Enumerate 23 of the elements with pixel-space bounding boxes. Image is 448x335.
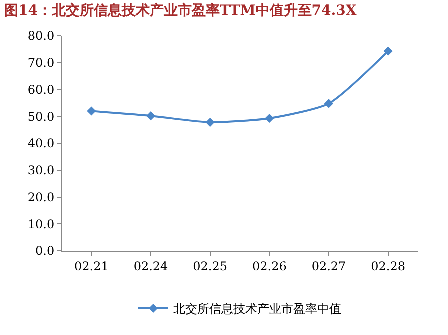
point bbox=[146, 112, 156, 121]
point bbox=[87, 106, 96, 116]
x-tick-label: 02.21 bbox=[74, 259, 109, 274]
point bbox=[206, 118, 215, 128]
y-tick-label: 70.0 bbox=[28, 56, 55, 70]
y-tick-label: 0.0 bbox=[36, 244, 55, 258]
y-tick-label: 60.0 bbox=[28, 82, 55, 97]
x-tick-label: 02.24 bbox=[134, 259, 169, 274]
y-tick-label: 30.0 bbox=[28, 164, 55, 178]
y-tick-label: 10.0 bbox=[28, 217, 55, 232]
x-tick-label: 02.26 bbox=[252, 259, 287, 274]
legend-label: 北交所信息技术产业市盈率中值 bbox=[174, 302, 342, 316]
point bbox=[265, 114, 274, 124]
y-tick-label: 20.0 bbox=[28, 190, 55, 204]
y-tick-label: 50.0 bbox=[28, 110, 55, 124]
x-tick-label: 02.25 bbox=[193, 259, 228, 274]
x-tick-label: 02.27 bbox=[312, 259, 346, 274]
x-tick-label: 02.28 bbox=[371, 259, 406, 274]
point bbox=[324, 99, 334, 108]
y-tick-label: 80.0 bbox=[28, 29, 55, 44]
point bbox=[384, 46, 393, 56]
chart-title: 图14：北交所信息技术产业市盈率TTM中值升至74.3X bbox=[4, 2, 357, 19]
y-tick-label: 40.0 bbox=[28, 136, 55, 151]
